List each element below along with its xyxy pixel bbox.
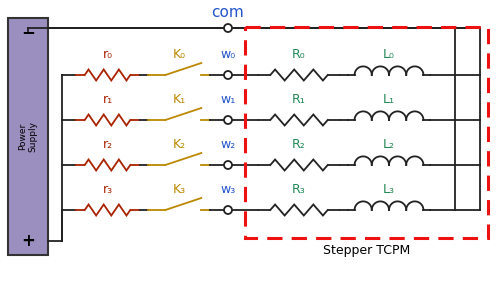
Text: r₁: r₁ [102, 93, 112, 106]
Text: r₂: r₂ [102, 138, 112, 151]
Text: L₃: L₃ [382, 183, 394, 196]
Text: L₂: L₂ [382, 138, 394, 151]
Text: R₁: R₁ [292, 93, 305, 106]
Text: K₁: K₁ [172, 93, 185, 106]
Text: K₀: K₀ [172, 48, 185, 61]
Text: L₁: L₁ [382, 93, 394, 106]
Text: R₃: R₃ [292, 183, 305, 196]
Text: w₀: w₀ [220, 48, 235, 61]
FancyBboxPatch shape [8, 18, 48, 255]
Circle shape [223, 71, 231, 79]
Text: w₁: w₁ [220, 93, 235, 106]
Text: com: com [211, 5, 244, 20]
Text: w₂: w₂ [220, 138, 235, 151]
Circle shape [223, 161, 231, 169]
Text: +: + [21, 232, 35, 250]
Circle shape [223, 206, 231, 214]
Text: Stepper TCPM: Stepper TCPM [322, 244, 409, 257]
Text: Power
Supply: Power Supply [18, 121, 38, 152]
Text: R₂: R₂ [292, 138, 305, 151]
Circle shape [223, 116, 231, 124]
Text: K₂: K₂ [172, 138, 185, 151]
Text: R₀: R₀ [292, 48, 305, 61]
Text: w₃: w₃ [220, 183, 235, 196]
Text: −: − [21, 23, 35, 41]
Text: L₀: L₀ [382, 48, 394, 61]
Text: r₃: r₃ [102, 183, 112, 196]
Text: r₀: r₀ [102, 48, 112, 61]
Text: K₃: K₃ [172, 183, 185, 196]
Circle shape [223, 24, 231, 32]
